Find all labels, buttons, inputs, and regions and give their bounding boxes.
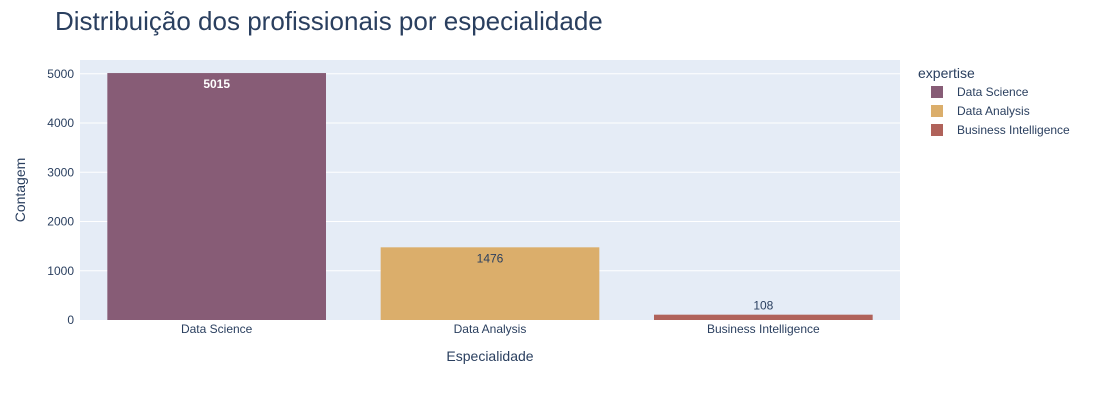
y-tick-label: 0	[67, 313, 74, 327]
bar[interactable]	[654, 314, 873, 320]
legend-items: Data Science Data Analysis Business Intell…	[931, 85, 1070, 137]
legend-item-label[interactable]: Data Analysis	[957, 104, 1030, 118]
bar-data-label: 5015	[203, 77, 230, 91]
x-tick-label: Data Science	[181, 322, 253, 336]
x-tick-label: Data Analysis	[454, 322, 527, 336]
bar-data-label: 1476	[477, 251, 504, 265]
bar[interactable]	[380, 247, 600, 320]
y-tick-label: 5000	[47, 67, 74, 81]
y-tick-label: 1000	[47, 264, 74, 278]
x-tick-label: Business Intelligence	[707, 322, 820, 336]
x-axis-ticks: Data Science Data Analysis Business Intell…	[181, 322, 820, 336]
legend-title: expertise	[918, 65, 975, 81]
legend-item-label[interactable]: Data Science	[957, 85, 1029, 99]
legend-swatch[interactable]	[931, 86, 943, 98]
y-tick-label: 2000	[47, 215, 74, 229]
y-tick-label: 4000	[47, 116, 74, 130]
bar[interactable]	[107, 73, 326, 320]
bar-data-label: 108	[753, 299, 773, 313]
legend-item-label[interactable]: Business Intelligence	[957, 123, 1070, 137]
legend-swatch[interactable]	[931, 105, 943, 117]
y-tick-label: 3000	[47, 165, 74, 179]
y-axis-ticks: 0 1000 2000 3000 4000 5000	[47, 67, 74, 327]
bars: 5015 1476 108	[107, 73, 873, 320]
legend-swatch[interactable]	[931, 124, 943, 136]
y-axis-title: Contagem	[12, 158, 28, 223]
legend[interactable]: expertise Data Science Data Analysis Busin…	[918, 65, 1070, 137]
chart-title: Distribuição dos profissionais por espec…	[55, 6, 603, 36]
x-axis-title: Especialidade	[446, 348, 533, 364]
